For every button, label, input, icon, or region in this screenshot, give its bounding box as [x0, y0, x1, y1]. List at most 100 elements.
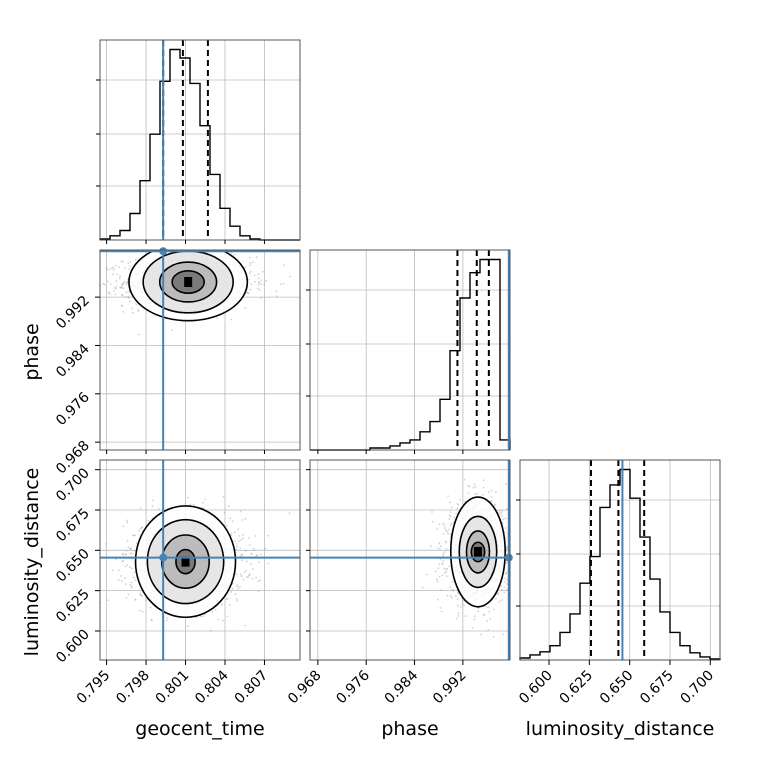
sample-point [258, 281, 261, 284]
sample-point [467, 492, 470, 495]
sample-point [436, 578, 438, 581]
sample-point [236, 584, 239, 586]
sample-point [459, 606, 462, 608]
sample-point [112, 267, 115, 269]
sample-point [248, 256, 251, 259]
contour-line [449, 496, 506, 608]
sample-point [452, 581, 454, 583]
sample-point [430, 545, 432, 547]
sample-point [449, 501, 451, 504]
sample-point [135, 303, 138, 306]
sample-point [150, 619, 153, 621]
sample-point [165, 619, 168, 622]
sample-point [476, 492, 479, 495]
contour-line [146, 518, 225, 605]
sample-point [503, 581, 506, 583]
sample-point [220, 604, 223, 607]
contour-line [458, 515, 498, 589]
sample-point [457, 598, 459, 601]
sample-point [132, 534, 135, 537]
sample-point [151, 619, 153, 622]
sample-point [258, 277, 260, 280]
sample-point [239, 510, 242, 513]
y-tick-label: 0.675 [53, 506, 93, 546]
sample-point [448, 518, 451, 520]
sample-point [486, 620, 488, 622]
sample-point [125, 291, 128, 294]
sample-point [253, 274, 256, 277]
sample-point [130, 586, 133, 589]
truth-marker [159, 553, 168, 562]
sample-point [129, 260, 132, 263]
sample-point [127, 297, 130, 299]
sample-point [114, 293, 117, 295]
contour-line [158, 261, 218, 303]
sample-point [88, 278, 90, 280]
sample-point [257, 281, 260, 284]
x-tick-label: 0.798 [113, 668, 153, 708]
sample-point [448, 514, 451, 517]
sample-point [472, 486, 475, 489]
y-tick-label: 0.600 [53, 626, 93, 666]
sample-point [229, 517, 232, 520]
sample-point [129, 265, 132, 267]
sample-point [187, 625, 189, 627]
sample-point [111, 267, 113, 269]
sample-point [240, 575, 243, 578]
sample-point [124, 565, 127, 568]
sample-point [103, 283, 106, 286]
sample-point [490, 500, 493, 503]
sample-point [257, 590, 260, 592]
contour-line [470, 541, 486, 563]
sample-point [248, 272, 251, 275]
y-tick-label: 0.650 [53, 546, 93, 586]
sample-point [442, 552, 445, 555]
sample-point [129, 566, 131, 569]
sample-point [446, 567, 449, 570]
sample-point [252, 568, 254, 570]
sample-point [235, 545, 238, 548]
sample-point [446, 594, 449, 597]
sample-point [248, 278, 251, 281]
sample-point [115, 558, 117, 561]
contour-line [175, 548, 196, 575]
sample-point [517, 601, 519, 603]
sample-point [512, 530, 514, 532]
sample-point [122, 310, 125, 313]
x-tick-label: 0.984 [382, 667, 422, 707]
sample-point [230, 318, 233, 321]
sample-point [133, 549, 136, 552]
sample-point [259, 579, 262, 582]
sample-point [122, 261, 124, 263]
sample-point [132, 576, 135, 579]
sample-point [121, 580, 123, 582]
sample-point [259, 553, 262, 556]
sample-point [122, 525, 125, 528]
sample-point [105, 543, 108, 545]
sample-point [499, 512, 501, 515]
x-tick-label: 0.968 [285, 668, 325, 708]
histogram-luminosity_distance [519, 468, 721, 660]
sample-point [126, 519, 129, 522]
sample-point [244, 624, 247, 627]
sample-point [106, 268, 109, 271]
sample-point [126, 281, 129, 284]
panel-frame [309, 459, 511, 661]
sample-point [235, 543, 238, 545]
sample-point [504, 572, 507, 575]
sample-point [260, 279, 263, 281]
sample-point [456, 507, 459, 510]
sample-point [441, 574, 444, 577]
sample-point [96, 556, 98, 558]
sample-point [147, 519, 150, 522]
sample-point [120, 286, 123, 289]
sample-point [253, 280, 256, 283]
sample-point [124, 554, 127, 556]
sample-point [457, 591, 459, 594]
sample-point [112, 268, 115, 271]
sample-point [237, 587, 240, 590]
sample-point [480, 633, 482, 636]
sample-point [438, 576, 441, 578]
density-peak [473, 546, 482, 557]
sample-point [120, 260, 123, 263]
